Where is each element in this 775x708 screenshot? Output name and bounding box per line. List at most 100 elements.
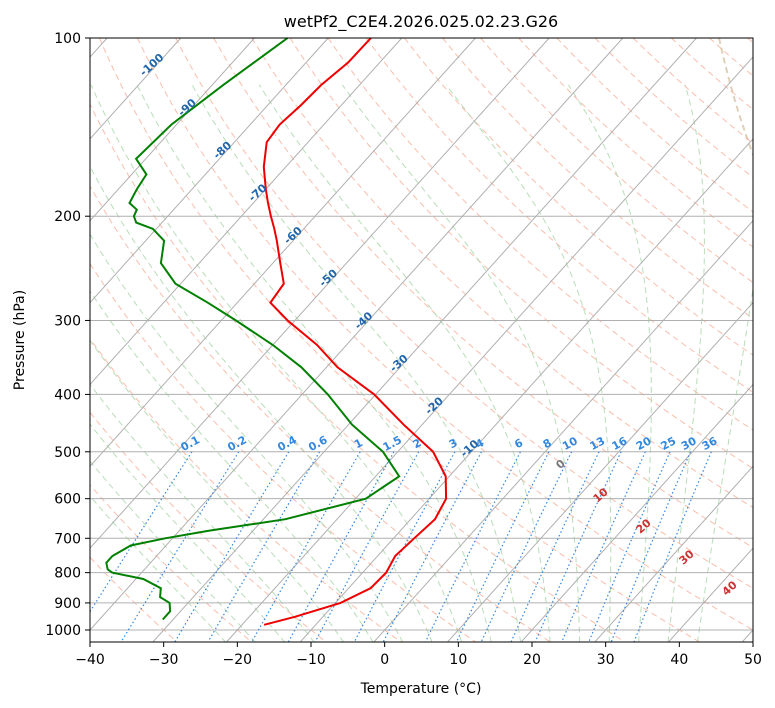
mixing-ratio-line (174, 451, 290, 642)
isotherm-line (90, 38, 550, 549)
y-tick-label: 800 (54, 566, 81, 582)
mixing-ratio-label: 10 (560, 434, 580, 453)
moist-adiabat-line (136, 84, 492, 642)
mixing-ratio-line (561, 451, 646, 642)
y-axis-ticks: 100 200 300 400 500 600 700 800 900 1000 (45, 31, 90, 639)
dry-adiabat-line (213, 38, 753, 549)
mixing-ratio-line (314, 451, 420, 642)
isotherm-line (299, 138, 753, 642)
dry-adiabat-line (90, 337, 402, 642)
background-lines (90, 38, 753, 642)
x-tick-label: −40 (75, 652, 105, 668)
x-tick-label: −10 (296, 652, 326, 668)
mixing-ratio-lines (90, 451, 712, 642)
dry-adiabat-line (136, 38, 753, 631)
moist-adiabat-line (90, 339, 345, 642)
y-tick-label: 1000 (45, 623, 81, 639)
mixing-ratio-label: 13 (588, 434, 608, 453)
x-tick-label: 0 (380, 652, 389, 668)
moist-adiabat-line (90, 383, 315, 642)
mixing-ratio-label: 36 (700, 434, 720, 453)
isotherm-line (90, 38, 403, 386)
x-tick-label: 40 (670, 652, 688, 668)
y-tick-label: 900 (54, 596, 81, 612)
x-tick-label: 30 (597, 652, 615, 668)
sounding-profiles (105, 38, 448, 626)
mixing-ratio-label: 20 (634, 434, 654, 453)
moist-adiabat-line (445, 84, 612, 642)
mixing-ratio-line (534, 451, 622, 642)
y-tick-label: 700 (54, 531, 81, 547)
x-tick-label: 20 (523, 652, 541, 668)
x-axis-label: Temperature (°C) (360, 681, 482, 697)
isotherm-line (373, 219, 753, 642)
moist-adiabat-line (90, 460, 256, 642)
isotherm-line (520, 383, 753, 642)
mixing-ratio-line (90, 451, 193, 613)
isotherm-line (90, 38, 329, 304)
dry-adiabat-line (289, 38, 753, 470)
dewpoint-series-line (105, 38, 401, 621)
y-tick-label: 600 (54, 492, 81, 508)
dry-adiabat-line (90, 411, 328, 642)
dry-adiabat-line (518, 38, 753, 248)
plot-frame (89, 37, 754, 643)
isotherm-line (90, 38, 624, 631)
isotherm-line (152, 38, 697, 642)
dry-adiabat-line (175, 38, 753, 589)
dry-adiabat-line (98, 38, 701, 642)
moist-adiabat-line (90, 233, 404, 642)
mixing-ratio-line (251, 451, 361, 642)
y-tick-label: 100 (54, 31, 81, 47)
mixing-ratio-line (610, 451, 692, 642)
mixing-ratio-line (287, 451, 395, 642)
isotherm-line (225, 56, 753, 642)
dry-adiabat-line (327, 38, 753, 431)
dry-adiabat-line (594, 38, 753, 179)
x-tick-label: −30 (149, 652, 179, 668)
y-tick-label: 400 (54, 387, 81, 403)
mixing-ratio-line (455, 451, 550, 642)
mixing-ratio-label: 30 (679, 434, 699, 453)
moist-adiabat-line (90, 84, 463, 642)
dry-adiabat-line (365, 38, 753, 393)
chart-title: wetPf2_C2E4.2026.025.02.23.G26 (284, 12, 558, 32)
temperature-series-line (262, 38, 448, 626)
grid-lines (90, 38, 753, 642)
mixing-ratio-line (588, 451, 671, 642)
x-tick-label: 50 (744, 652, 762, 668)
isotherm-line (446, 301, 753, 642)
mixing-ratio-line (510, 451, 600, 642)
mixing-ratio-line (424, 451, 521, 642)
moist-adiabat-line (90, 165, 433, 642)
dry-adiabat-line (90, 262, 477, 642)
moist-adiabat-line (90, 423, 286, 642)
dry-adiabat-line (90, 103, 626, 642)
mixing-ratio-line (480, 451, 573, 642)
isotherm-line (594, 465, 753, 642)
isotherm-line (90, 38, 255, 222)
dry-adiabat-line (480, 38, 753, 284)
moist-adiabat-line (567, 84, 652, 642)
moist-adiabat-line (667, 84, 705, 642)
y-tick-label: 200 (54, 209, 81, 225)
y-axis-label: Pressure (hPa) (12, 290, 28, 390)
y-tick-label: 300 (54, 313, 81, 329)
moist-adiabat-line (697, 285, 753, 642)
dry-adiabat-line (90, 484, 253, 642)
dry-adiabat-line (90, 185, 552, 642)
dry-adiabat-line (251, 38, 753, 509)
x-axis-ticks: −40 −30 −20 −10 0 10 20 30 40 50 (75, 642, 762, 668)
x-tick-label: −20 (223, 652, 253, 668)
mixing-ratio-label: 16 (610, 434, 630, 453)
dry-adiabat-line (632, 38, 753, 144)
moist-adiabat-line (191, 84, 522, 642)
mixing-ratio-label: 25 (659, 434, 679, 453)
isotherm-line (90, 38, 476, 468)
y-tick-label: 500 (54, 445, 81, 461)
moist-adiabat-line (258, 84, 551, 642)
x-tick-label: 10 (449, 652, 467, 668)
mixing-ratio-line (633, 451, 712, 642)
